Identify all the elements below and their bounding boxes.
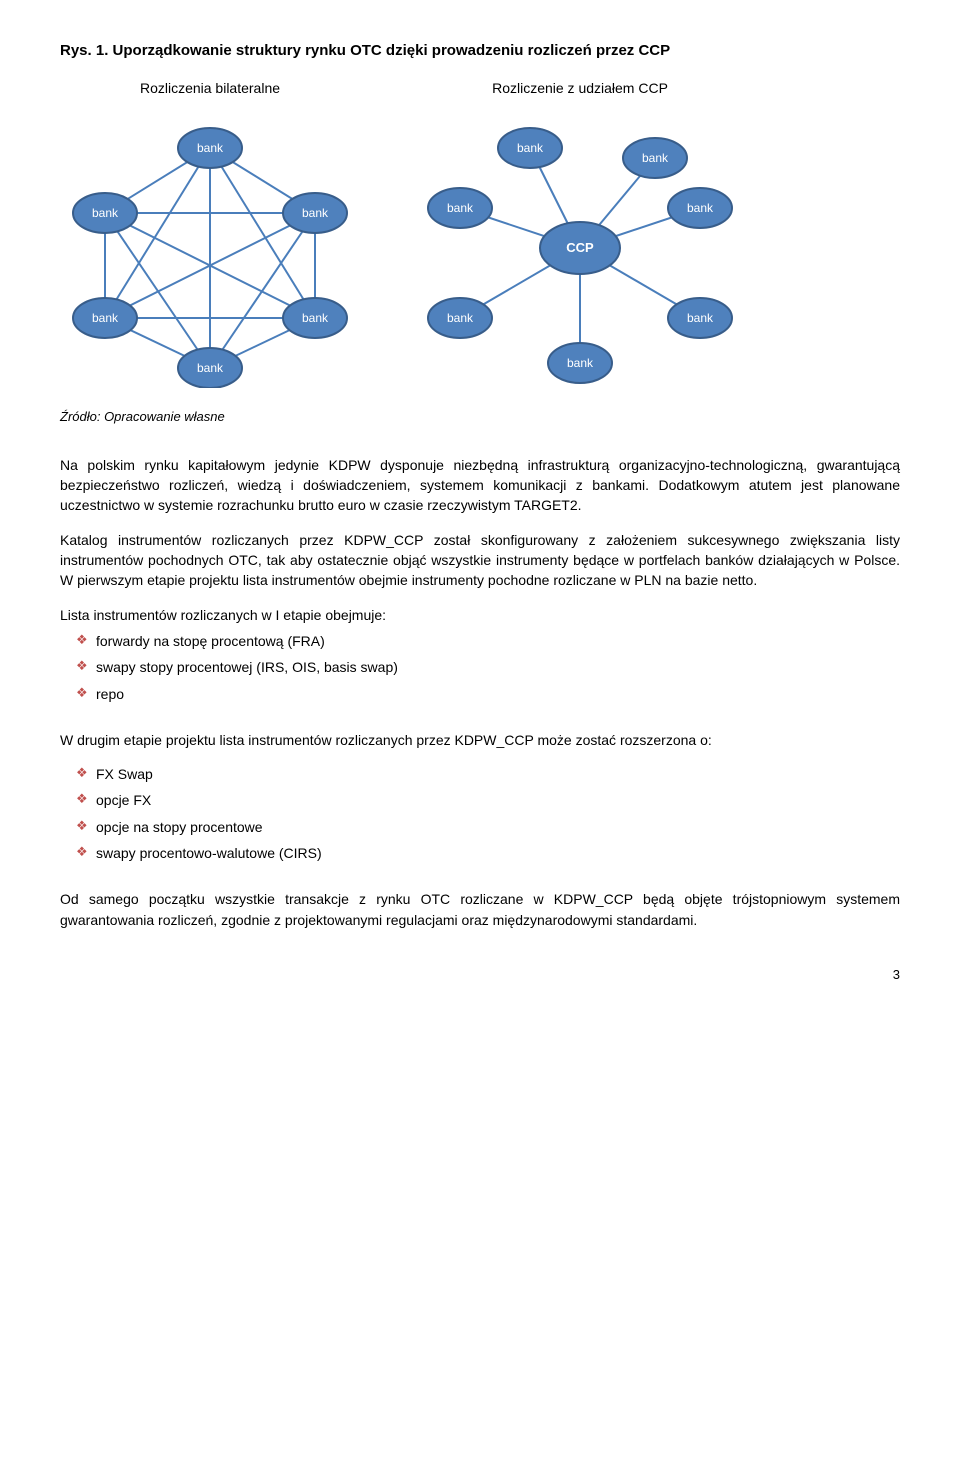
svg-text:bank: bank <box>197 361 224 375</box>
list-item: forwardy na stopę procentową (FRA) <box>60 631 900 651</box>
svg-text:bank: bank <box>687 311 714 325</box>
svg-text:bank: bank <box>92 206 119 220</box>
figure-title-prefix: Rys. 1. <box>60 42 108 59</box>
svg-text:bank: bank <box>687 201 714 215</box>
list-item: swapy stopy procentowej (IRS, OIS, basis… <box>60 657 900 677</box>
list-item: repo <box>60 684 900 704</box>
svg-text:bank: bank <box>447 311 474 325</box>
figure-title-rest: Uporządkowanie struktury rynku OTC dzięk… <box>108 42 670 59</box>
list-item: opcje FX <box>60 790 900 810</box>
diagram-bilateral-label: Rozliczenia bilateralne <box>140 78 280 98</box>
svg-text:CCP: CCP <box>566 240 594 255</box>
svg-text:bank: bank <box>642 151 669 165</box>
figure-caption: Źródło: Opracowanie własne <box>60 408 900 427</box>
list-item: swapy procentowo-walutowe (CIRS) <box>60 843 900 863</box>
svg-text:bank: bank <box>567 356 594 370</box>
diagrams-row: Rozliczenia bilateralne bankbankbankbank… <box>60 78 900 388</box>
diagram-ccp: Rozliczenie z udziałem CCP CCP bank bank ba… <box>420 78 740 388</box>
paragraph-3: Lista instrumentów rozliczanych w I etap… <box>60 605 900 625</box>
figure-title: Rys. 1. Uporządkowanie struktury rynku O… <box>60 40 900 62</box>
svg-text:bank: bank <box>197 141 224 155</box>
list-item: FX Swap <box>60 764 900 784</box>
ccp-star-svg: CCP bank bank bank bank bank bank bank <box>420 108 740 388</box>
list-item: opcje na stopy procentowe <box>60 817 900 837</box>
stage2-list: FX Swap opcje FX opcje na stopy procento… <box>60 764 900 863</box>
svg-text:bank: bank <box>517 141 544 155</box>
page-number: 3 <box>60 966 900 985</box>
paragraph-4: W drugim etapie projektu lista instrumen… <box>60 730 900 750</box>
diagram-ccp-label: Rozliczenie z udziałem CCP <box>492 78 668 98</box>
svg-text:bank: bank <box>302 206 329 220</box>
bilateral-network-svg: bank bank bank bank bank bank <box>60 108 360 388</box>
paragraph-5: Od samego początku wszystkie transakcje … <box>60 889 900 930</box>
svg-text:bank: bank <box>447 201 474 215</box>
paragraph-1: Na polskim rynku kapitałowym jedynie KDP… <box>60 455 900 516</box>
paragraph-2: Katalog instrumentów rozliczanych przez … <box>60 530 900 591</box>
svg-text:bank: bank <box>302 311 329 325</box>
stage1-list: forwardy na stopę procentową (FRA) swapy… <box>60 631 900 704</box>
svg-text:bank: bank <box>92 311 119 325</box>
diagram-bilateral: Rozliczenia bilateralne bankbankbankbank… <box>60 78 360 388</box>
